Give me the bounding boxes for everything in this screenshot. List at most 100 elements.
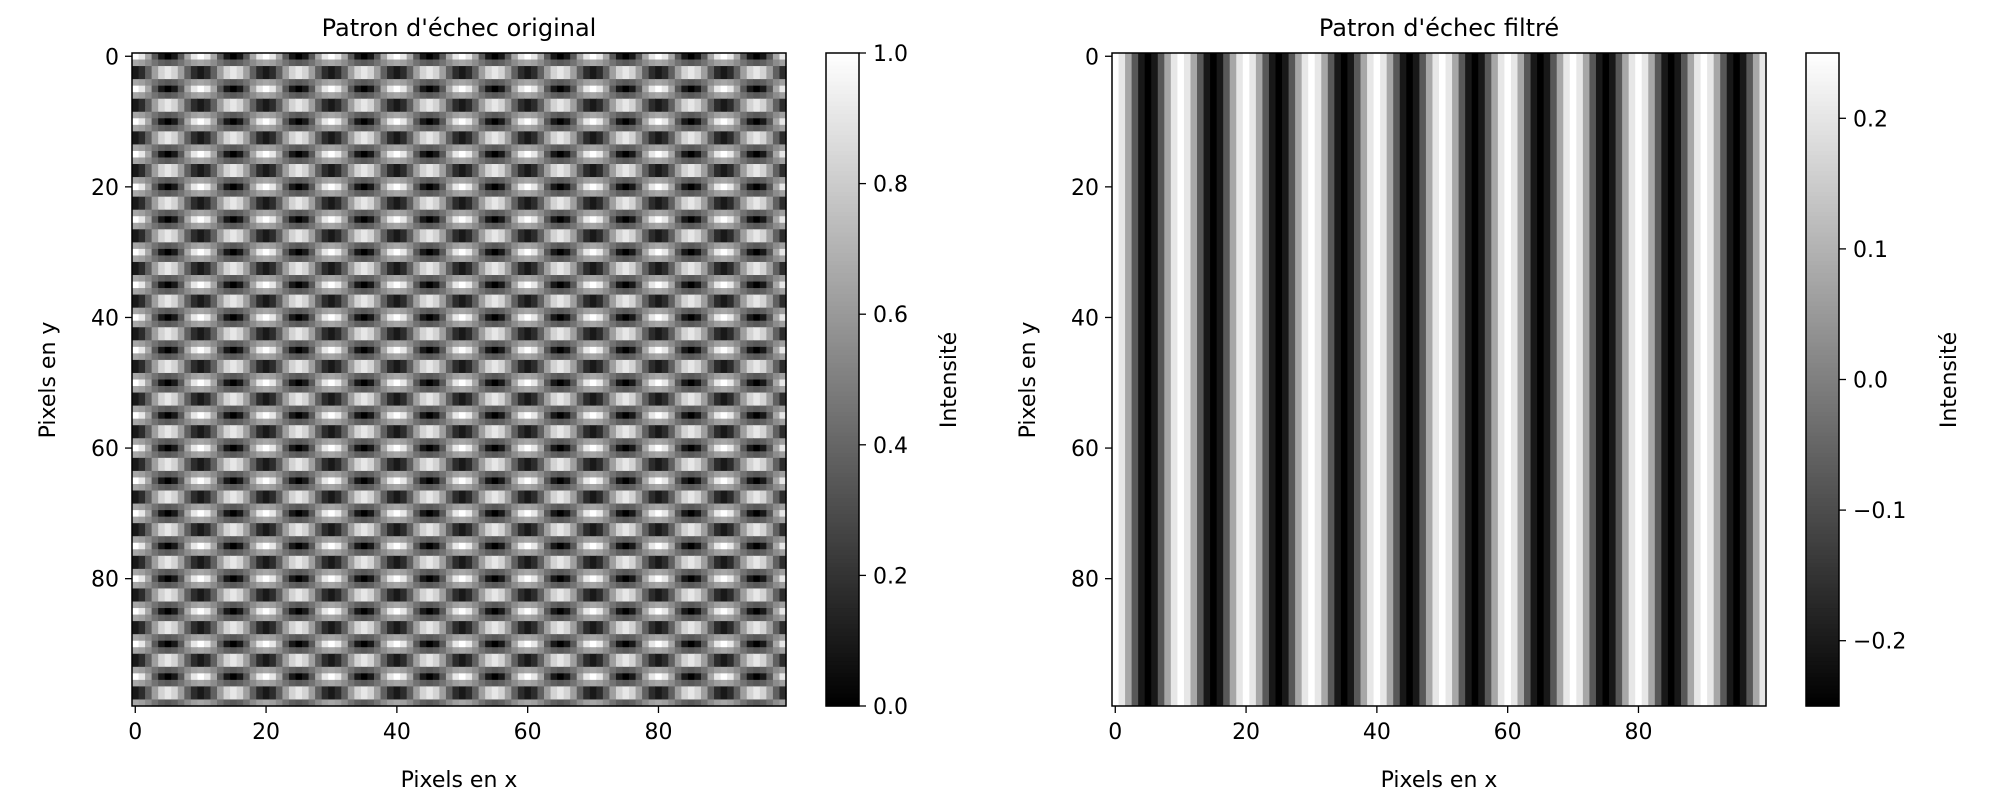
heatmap-cell xyxy=(459,288,467,296)
heatmap-cell xyxy=(380,353,388,361)
heatmap-cell xyxy=(602,248,611,257)
heatmap-cell xyxy=(223,144,231,152)
heatmap-cell xyxy=(243,307,251,315)
heatmap-cell xyxy=(537,85,545,93)
heatmap-cell xyxy=(740,157,748,165)
heatmap-cell xyxy=(733,124,741,132)
heatmap-cell xyxy=(367,144,375,152)
heatmap-cell xyxy=(354,314,362,322)
heatmap-cell xyxy=(328,359,336,368)
heatmap-cell xyxy=(145,98,153,106)
heatmap-cell xyxy=(315,92,323,100)
heatmap-cell xyxy=(668,294,676,302)
heatmap-cell xyxy=(269,248,277,257)
heatmap-cell xyxy=(197,85,205,93)
heatmap-cell xyxy=(210,353,218,361)
heatmap-cell xyxy=(602,164,611,172)
heatmap-cell xyxy=(334,105,342,113)
heatmap-cell xyxy=(700,372,709,381)
heatmap-cell xyxy=(674,216,682,224)
heatmap-cell xyxy=(132,85,140,93)
heatmap-cell xyxy=(439,216,447,224)
heatmap-cell xyxy=(609,183,617,191)
heatmap-cell xyxy=(687,340,696,348)
heatmap-cell xyxy=(308,294,316,302)
heatmap-cell xyxy=(367,327,375,335)
heatmap-cell xyxy=(465,248,473,257)
heatmap-cell xyxy=(714,248,722,257)
heatmap-cell xyxy=(171,294,179,302)
heatmap-cell xyxy=(328,209,336,217)
heatmap-cell xyxy=(642,190,650,198)
heatmap-cell xyxy=(615,190,624,198)
heatmap-cell xyxy=(452,216,460,224)
heatmap-cell xyxy=(354,353,362,361)
heatmap-cell xyxy=(583,353,591,361)
heatmap-cell xyxy=(197,222,205,230)
heatmap-cell xyxy=(661,372,669,381)
heatmap-cell xyxy=(400,59,408,67)
heatmap-cell xyxy=(557,353,565,361)
heatmap-cell xyxy=(230,92,238,100)
heatmap-cell xyxy=(243,85,251,93)
heatmap-cell xyxy=(635,157,643,165)
heatmap-cell xyxy=(524,131,532,139)
heatmap-cell xyxy=(674,281,682,289)
heatmap-cell xyxy=(151,164,159,172)
heatmap-cell xyxy=(432,79,440,87)
heatmap-cell xyxy=(583,222,591,230)
heatmap-cell xyxy=(485,327,493,335)
heatmap-cell xyxy=(498,79,506,87)
heatmap-cell xyxy=(419,150,427,159)
heatmap-cell xyxy=(347,53,355,61)
heatmap-cell xyxy=(452,372,460,381)
heatmap-cell xyxy=(256,288,264,296)
heatmap-cell xyxy=(445,177,454,185)
heatmap-cell xyxy=(302,359,310,368)
heatmap-cell xyxy=(759,294,767,302)
heatmap-cell xyxy=(302,85,310,93)
heatmap-cell xyxy=(753,137,761,146)
heatmap-cell xyxy=(740,275,748,283)
heatmap-cell xyxy=(367,248,375,257)
heatmap-cell xyxy=(210,183,218,191)
heatmap-cell xyxy=(459,150,467,159)
heatmap-cell xyxy=(413,366,421,374)
heatmap-cell xyxy=(452,359,460,368)
heatmap-cell xyxy=(400,314,408,322)
heatmap-cell xyxy=(328,53,336,61)
heatmap-cell xyxy=(609,301,617,309)
heatmap-cell xyxy=(328,164,336,172)
heatmap-cell xyxy=(661,209,669,217)
heatmap-cell xyxy=(668,314,676,322)
heatmap-cell xyxy=(772,157,781,165)
heatmap-cell xyxy=(203,307,212,315)
heatmap-cell xyxy=(779,320,787,328)
heatmap-cell xyxy=(138,346,146,354)
heatmap-cell xyxy=(354,242,362,250)
heatmap-cell xyxy=(772,366,781,374)
heatmap-cell xyxy=(177,275,185,283)
heatmap-cell xyxy=(197,150,205,159)
heatmap-cell xyxy=(171,150,179,159)
heatmap-cell xyxy=(472,248,480,257)
heatmap-cell xyxy=(766,196,774,204)
heatmap-cell xyxy=(393,111,401,119)
heatmap-cell xyxy=(648,294,656,302)
heatmap-cell xyxy=(373,131,382,139)
heatmap-cell xyxy=(295,327,303,335)
heatmap-cell xyxy=(269,242,277,250)
heatmap-cell xyxy=(655,327,663,335)
heatmap-cell xyxy=(328,261,336,270)
heatmap-cell xyxy=(740,255,748,263)
heatmap-cell xyxy=(177,72,185,80)
heatmap-cell xyxy=(661,353,669,361)
heatmap-cell xyxy=(661,261,669,270)
heatmap-cell xyxy=(217,98,225,106)
heatmap-cell xyxy=(602,190,611,198)
heatmap-cell xyxy=(524,72,532,80)
heatmap-cell xyxy=(380,66,388,74)
heatmap-cell xyxy=(400,53,408,61)
heatmap-cell xyxy=(615,157,624,165)
heatmap-cell xyxy=(615,79,624,87)
